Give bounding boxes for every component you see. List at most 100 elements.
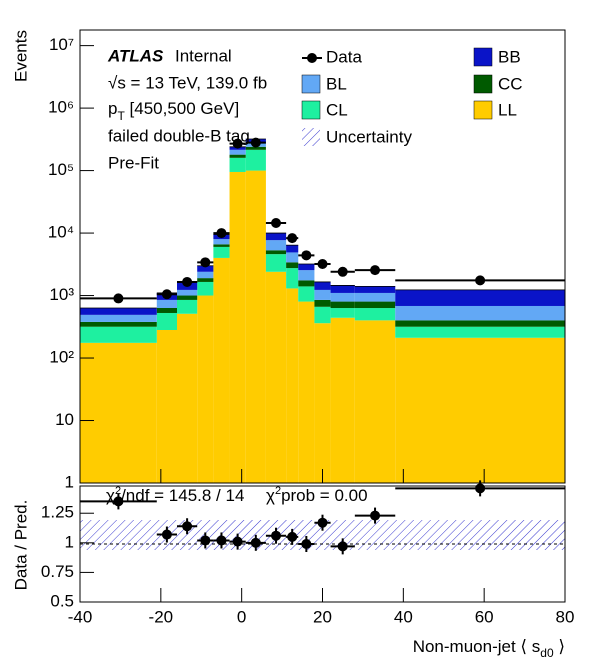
hist-bar <box>314 323 331 483</box>
data-point <box>161 289 172 300</box>
pt-label: pT [450,500 GeV] <box>108 99 239 123</box>
hist-bar <box>229 157 246 172</box>
hist-bar <box>197 271 214 279</box>
hist-bar <box>314 289 331 300</box>
y-tick-label: 10 <box>55 410 74 429</box>
pt-sub: T <box>117 109 125 123</box>
y-axis-label: Events <box>11 30 30 82</box>
ratio-point <box>161 529 172 540</box>
legend-swatch <box>473 100 493 120</box>
pt-rest: [450,500 GeV] <box>125 99 239 118</box>
data-point <box>317 258 328 269</box>
legend-label: CC <box>498 74 523 93</box>
x-tick-label: 80 <box>556 607 575 626</box>
data-point <box>337 266 348 277</box>
legend-swatch <box>301 100 321 120</box>
pt-p: p <box>108 99 117 118</box>
y-tick-label: 10⁴ <box>48 223 74 242</box>
chi-b: χ <box>266 486 275 505</box>
plot-area <box>80 137 565 483</box>
x-tick-label: -20 <box>149 607 174 626</box>
legend-label: BB <box>498 47 521 66</box>
hist-bar <box>298 301 315 483</box>
hist-bar <box>265 233 287 241</box>
hist-bar <box>395 337 565 483</box>
chi-sup: 2 <box>115 485 121 497</box>
legend-label: LL <box>498 100 517 119</box>
hist-bar <box>354 301 396 309</box>
hist-bar <box>80 308 157 315</box>
hist-bar <box>213 246 230 258</box>
hist-bar <box>197 295 214 483</box>
hist-bar <box>229 171 246 483</box>
ratio-point <box>271 530 282 541</box>
hist-bar <box>286 252 299 263</box>
y-tick-label: 10² <box>49 348 74 367</box>
x-axis-label-main: Non-muon-jet ⟨ s <box>413 637 541 656</box>
ratio-y-tick-label: 0.75 <box>41 562 74 581</box>
ratio-point <box>216 535 227 546</box>
hist-bar <box>213 244 230 247</box>
x-tick-label: 20 <box>313 607 332 626</box>
hist-bar <box>177 289 198 296</box>
x-axis-label: Non-muon-jet ⟨ sd0 ⟩ <box>413 637 565 660</box>
hist-bar <box>286 288 299 483</box>
data-point <box>200 257 211 268</box>
hist-bar <box>354 320 396 483</box>
hist-bar <box>330 308 355 318</box>
hist-bar <box>314 281 331 290</box>
hist-bar <box>330 292 355 302</box>
legend-uncertainty: Uncertainty <box>326 127 412 146</box>
hist-bar <box>156 308 177 313</box>
ratio-point <box>182 521 193 532</box>
ratio-point <box>475 483 486 494</box>
hist-bar <box>298 280 315 287</box>
data-point <box>370 265 381 276</box>
ratio-point <box>200 535 211 546</box>
data-point <box>475 275 486 286</box>
hist-bar <box>213 239 230 245</box>
hist-bar <box>245 170 266 483</box>
data-point <box>216 228 227 239</box>
selection-label: failed double-B tag <box>108 126 250 145</box>
hist-bar <box>177 295 198 300</box>
hist-bar <box>314 306 331 324</box>
legend-swatch <box>473 47 493 67</box>
legend-swatch <box>473 74 493 94</box>
hist-bar <box>80 342 157 483</box>
hist-bar <box>265 250 287 255</box>
hist-bar <box>156 299 177 309</box>
ratio-y-tick-label: 0.5 <box>50 591 74 610</box>
x-axis-label-end: ⟩ <box>554 637 565 656</box>
fit-label: Pre-Fit <box>108 153 159 172</box>
chi-prob: prob = 0.00 <box>281 486 368 505</box>
ratio-point <box>370 510 381 521</box>
y-tick-label: 1 <box>65 472 74 491</box>
hist-bar <box>354 286 396 293</box>
ratio-point <box>287 531 298 542</box>
hist-bar <box>286 262 299 269</box>
data-point <box>182 276 193 287</box>
ratio-y-tick-label: 1.25 <box>41 503 74 522</box>
data-point <box>271 217 282 228</box>
x-tick-label: 60 <box>475 607 494 626</box>
hist-bar <box>197 278 214 282</box>
hist-bar <box>229 149 246 155</box>
x-axis-label-sub: d0 <box>540 646 554 660</box>
ratio-point <box>113 496 124 507</box>
legend: Uncertainty Data LL CL CC BL BB <box>301 47 523 146</box>
hist-bar <box>286 245 299 253</box>
internal-label: Internal <box>175 46 232 65</box>
data-point <box>250 137 261 148</box>
hist-bar <box>298 270 315 281</box>
hist-bar <box>330 317 355 483</box>
hist-bar <box>330 285 355 293</box>
hist-bar <box>197 281 214 296</box>
ratio-y-tick-label: 1 <box>65 532 74 551</box>
data-point <box>113 293 124 304</box>
hist-bar <box>395 320 565 327</box>
legend-swatch <box>301 74 321 94</box>
chi-b-sup: 2 <box>275 485 281 497</box>
hist-bar <box>354 308 396 321</box>
hist-bar <box>177 299 198 314</box>
